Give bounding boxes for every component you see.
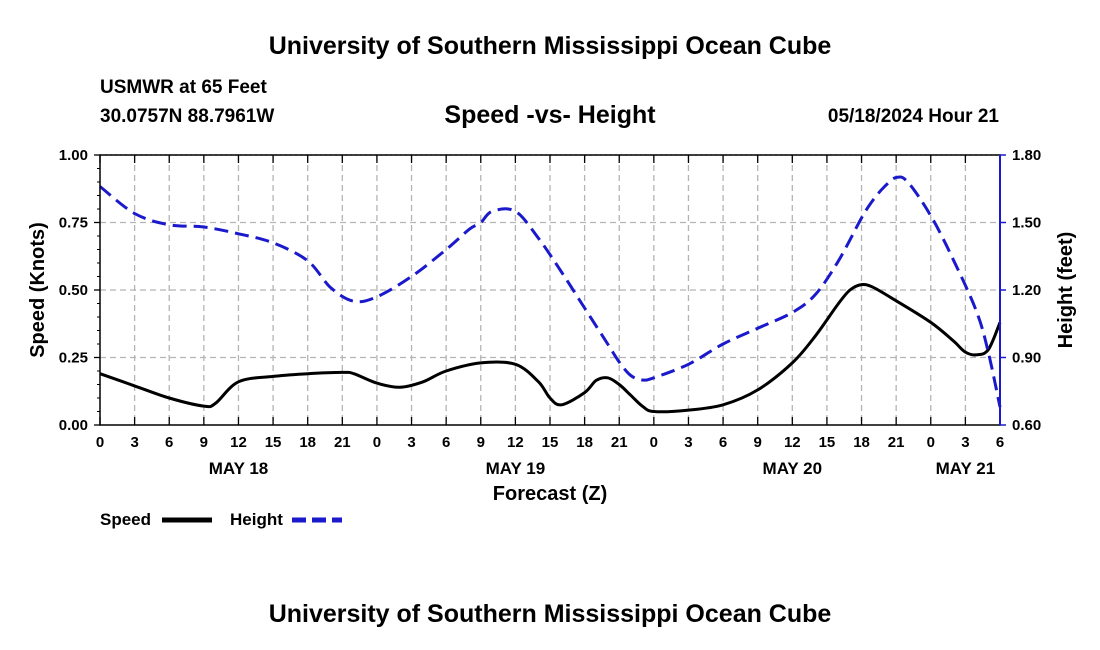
x-tick-label: 9 — [200, 434, 208, 451]
y-right-tick-label: 1.20 — [1012, 282, 1041, 299]
series-line-speed — [99, 282, 1002, 414]
y-left-tick-label: 1.00 — [59, 147, 88, 164]
series-line-height — [99, 175, 1002, 408]
y-left-tick-label: 0.50 — [59, 282, 88, 299]
x-tick-label: 0 — [96, 434, 104, 451]
x-tick-label: 18 — [299, 434, 316, 451]
x-tick-label: 21 — [334, 434, 351, 451]
x-tick-label: 6 — [996, 434, 1004, 451]
coordinates-label: 30.0757N 88.7961W — [100, 106, 275, 127]
y-right-tick-label: 1.50 — [1012, 215, 1041, 232]
legend-speed-label: Speed — [100, 510, 151, 529]
x-tick-label: 12 — [230, 434, 247, 451]
x-tick-label: 0 — [373, 434, 381, 451]
x-tick-label: 15 — [542, 434, 559, 451]
x-tick-label: 12 — [784, 434, 801, 451]
x-tick-label: 15 — [819, 434, 836, 451]
y-right-tick-label: 0.90 — [1012, 350, 1041, 367]
y-left-tick-label: 0.25 — [59, 350, 88, 367]
x-tick-label: 3 — [130, 434, 138, 451]
legend-height-label: Height — [230, 510, 283, 529]
x-date-label: MAY 20 — [763, 459, 823, 478]
x-tick-label: 21 — [888, 434, 905, 451]
x-tick-label: 3 — [684, 434, 692, 451]
x-tick-label: 18 — [576, 434, 593, 451]
y-axis-left-label: Speed (Knots) — [27, 222, 49, 358]
x-tick-label: 6 — [165, 434, 173, 451]
x-tick-label: 9 — [477, 434, 485, 451]
x-date-label: MAY 18 — [209, 459, 269, 478]
y-left-tick-label: 0.75 — [59, 215, 88, 232]
x-tick-label: 18 — [853, 434, 870, 451]
chart-title-bottom: University of Southern Mississippi Ocean… — [268, 600, 832, 628]
legend: Speed Height — [100, 510, 342, 529]
x-tick-label: 15 — [265, 434, 282, 451]
chart-subtitle: Speed -vs- Height — [444, 101, 656, 129]
y-left-tick-label: 0.00 — [59, 417, 88, 434]
x-tick-label: 6 — [719, 434, 727, 451]
y-axis-right-label: Height (feet) — [1055, 232, 1077, 349]
x-tick-label: 3 — [961, 434, 969, 451]
x-axis-label: Forecast (Z) — [493, 483, 607, 505]
station-label: USMWR at 65 Feet — [100, 77, 267, 98]
y-right-tick-label: 0.60 — [1012, 417, 1041, 434]
x-tick-label: 9 — [754, 434, 762, 451]
x-date-label: MAY 19 — [486, 459, 546, 478]
x-tick-label: 3 — [407, 434, 415, 451]
x-tick-label: 0 — [927, 434, 935, 451]
x-tick-label: 21 — [611, 434, 628, 451]
x-tick-label: 12 — [507, 434, 524, 451]
datetime-label: 05/18/2024 Hour 21 — [827, 106, 999, 127]
axes-layer: 0 3 6 9 12 15 18 21 0 3 6 9 12 15 18 21 0 3 6 9 12 15 18 21 0 3 6M… — [59, 147, 1041, 478]
series-layer — [99, 175, 1002, 414]
x-date-label: MAY 21 — [936, 459, 996, 478]
y-right-tick-label: 1.80 — [1012, 147, 1041, 164]
x-tick-label: 0 — [650, 434, 658, 451]
x-tick-label: 6 — [442, 434, 450, 451]
chart-title-top: University of Southern Mississippi Ocean… — [268, 32, 832, 60]
